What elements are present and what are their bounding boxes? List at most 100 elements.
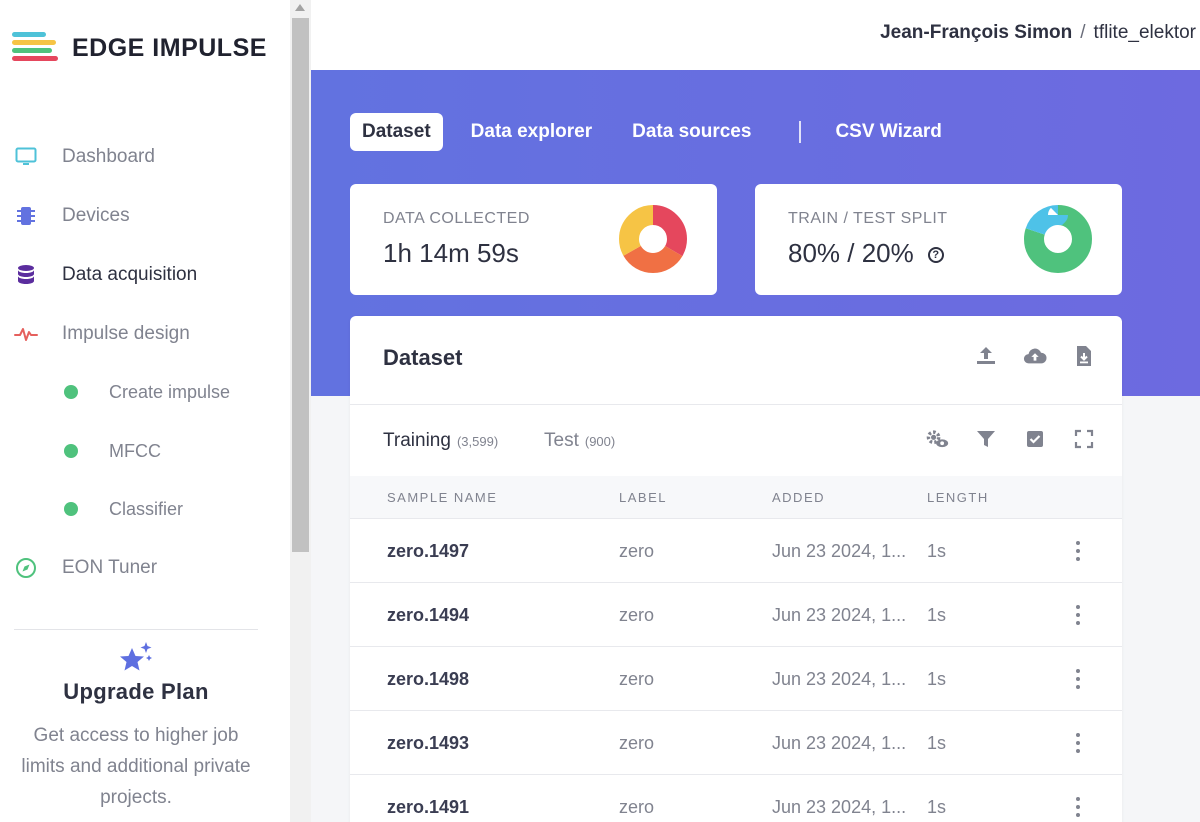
- train-test-split-donut: [1024, 205, 1092, 273]
- breadcrumb-user[interactable]: Jean-François Simon: [880, 22, 1073, 43]
- logo-mark-icon: [12, 30, 60, 66]
- more-options-icon[interactable]: [1070, 541, 1086, 561]
- sidebar-item-label: Dashboard: [62, 146, 155, 167]
- breadcrumb: Jean-François Simon / tflite_elektor: [880, 22, 1196, 44]
- subtab-training-label: Training: [383, 430, 451, 451]
- sidebar: EDGE IMPULSE Dashboard Devices Data acqu…: [0, 0, 290, 822]
- sample-length: 1s: [927, 797, 947, 817]
- train-test-split-label: TRAIN / TEST SPLIT: [788, 210, 948, 227]
- more-options-icon[interactable]: [1070, 733, 1086, 753]
- tab-data-explorer[interactable]: Data explorer: [470, 121, 593, 142]
- sidebar-divider: [14, 629, 258, 630]
- sample-added: Jun 23 2024, 1...: [772, 605, 907, 625]
- sample-name[interactable]: zero.1497: [387, 541, 470, 561]
- train-test-split-text: 80% / 20%: [788, 238, 914, 268]
- panel-divider: [350, 404, 1122, 405]
- subtab-test-label: Test: [544, 430, 579, 451]
- upgrade-plan-title[interactable]: Upgrade Plan: [63, 679, 209, 704]
- dataset-panel: Dataset Training (3,599) Test (900) SAMPLE…: [350, 316, 1122, 822]
- edge-impulse-logo[interactable]: EDGE IMPULSE: [12, 30, 267, 66]
- select-checkbox-icon[interactable]: [1023, 427, 1047, 451]
- sample-label: zero: [619, 541, 655, 561]
- sidebar-item-impulse-design[interactable]: Impulse design: [0, 314, 290, 354]
- filter-icon[interactable]: [974, 427, 998, 451]
- tab-divider: [799, 121, 802, 143]
- scroll-up-arrow-icon[interactable]: [295, 4, 305, 11]
- column-label[interactable]: LABEL: [619, 490, 667, 505]
- table-row[interactable]: zero.1493 zero Jun 23 2024, 1... 1s: [350, 710, 1122, 774]
- table-header: SAMPLE NAME LABEL ADDED LENGTH: [350, 476, 1122, 518]
- data-collected-card: DATA COLLECTED 1h 14m 59s: [350, 184, 717, 295]
- scrollbar-thumb[interactable]: [292, 18, 309, 552]
- sidebar-item-eon-tuner[interactable]: EON Tuner: [0, 548, 290, 588]
- cloud-upload-icon[interactable]: [1023, 344, 1047, 368]
- help-icon[interactable]: ?: [927, 247, 944, 263]
- chip-icon: [14, 204, 38, 228]
- sidebar-subitem-classifier[interactable]: Classifier: [0, 489, 290, 529]
- sample-length: 1s: [927, 669, 947, 689]
- status-dot: [64, 444, 78, 458]
- sample-length: 1s: [927, 605, 947, 625]
- subtab-training[interactable]: Training (3,599): [383, 430, 498, 452]
- sample-added: Jun 23 2024, 1...: [772, 669, 907, 689]
- compass-icon: [14, 556, 38, 580]
- tab-dataset[interactable]: Dataset: [350, 113, 443, 151]
- table-row[interactable]: zero.1494 zero Jun 23 2024, 1... 1s: [350, 582, 1122, 646]
- column-length[interactable]: LENGTH: [927, 490, 989, 505]
- sidebar-item-label: Data acquisition: [62, 264, 198, 285]
- sample-name[interactable]: zero.1491: [387, 797, 470, 817]
- breadcrumb-project[interactable]: tflite_elektor: [1093, 22, 1196, 43]
- upload-icon[interactable]: [974, 344, 998, 368]
- table-row[interactable]: zero.1497 zero Jun 23 2024, 1... 1s: [350, 518, 1122, 582]
- download-file-icon[interactable]: [1072, 344, 1096, 368]
- sample-length: 1s: [927, 733, 947, 753]
- column-sample-name[interactable]: SAMPLE NAME: [387, 490, 498, 505]
- sample-added: Jun 23 2024, 1...: [772, 733, 907, 753]
- training-count: (3,599): [456, 434, 499, 449]
- more-options-icon[interactable]: [1070, 669, 1086, 689]
- data-acquisition-tabs: Dataset Data explorer Data sources CSV W…: [350, 112, 970, 152]
- sidebar-item-label: Impulse design: [62, 323, 190, 344]
- subtab-test[interactable]: Test (900): [544, 430, 615, 452]
- table-row[interactable]: zero.1491 zero Jun 23 2024, 1... 1s: [350, 774, 1122, 822]
- sidebar-subitem-label: MFCC: [109, 440, 161, 461]
- fullscreen-icon[interactable]: [1072, 427, 1096, 451]
- sample-label: zero: [619, 797, 655, 817]
- tab-csv-wizard[interactable]: CSV Wizard: [835, 121, 942, 142]
- sidebar-item-label: EON Tuner: [62, 557, 158, 578]
- sidebar-scrollbar[interactable]: [290, 0, 311, 822]
- monitor-icon: [14, 145, 38, 169]
- dataset-title: Dataset: [383, 345, 463, 370]
- sample-added: Jun 23 2024, 1...: [772, 541, 907, 561]
- status-dot: [64, 502, 78, 516]
- sidebar-subitem-create-impulse[interactable]: Create impulse: [0, 372, 290, 412]
- more-options-icon[interactable]: [1070, 797, 1086, 817]
- table-actions: [900, 427, 1096, 451]
- sidebar-item-data-acquisition[interactable]: Data acquisition: [0, 255, 290, 295]
- sidebar-subitem-mfcc[interactable]: MFCC: [0, 431, 290, 471]
- train-test-split-card: TRAIN / TEST SPLIT 80% / 20%?: [755, 184, 1122, 295]
- status-dot: [64, 385, 78, 399]
- sample-name[interactable]: zero.1493: [387, 733, 470, 753]
- sample-length: 1s: [927, 541, 947, 561]
- tab-data-sources[interactable]: Data sources: [632, 121, 752, 142]
- sidebar-subitem-label: Classifier: [109, 498, 184, 519]
- more-options-icon[interactable]: [1070, 605, 1086, 625]
- settings-view-icon[interactable]: [925, 427, 949, 451]
- sidebar-subitem-label: Create impulse: [109, 381, 231, 402]
- sparkle-star-icon: [116, 640, 156, 676]
- sample-name[interactable]: zero.1494: [387, 605, 470, 625]
- sample-label: zero: [619, 733, 655, 753]
- sidebar-item-devices[interactable]: Devices: [0, 196, 290, 236]
- train-test-split-value: 80% / 20%?: [788, 238, 944, 269]
- breadcrumb-separator: /: [1080, 22, 1086, 43]
- brand-name: EDGE IMPULSE: [72, 33, 267, 62]
- sample-added: Jun 23 2024, 1...: [772, 797, 907, 817]
- column-added[interactable]: ADDED: [772, 490, 826, 505]
- sample-name[interactable]: zero.1498: [387, 669, 470, 689]
- table-row[interactable]: zero.1498 zero Jun 23 2024, 1... 1s: [350, 646, 1122, 710]
- dataset-actions: [949, 344, 1096, 368]
- sidebar-item-label: Devices: [62, 205, 130, 226]
- sample-label: zero: [619, 669, 655, 689]
- sidebar-item-dashboard[interactable]: Dashboard: [0, 137, 290, 177]
